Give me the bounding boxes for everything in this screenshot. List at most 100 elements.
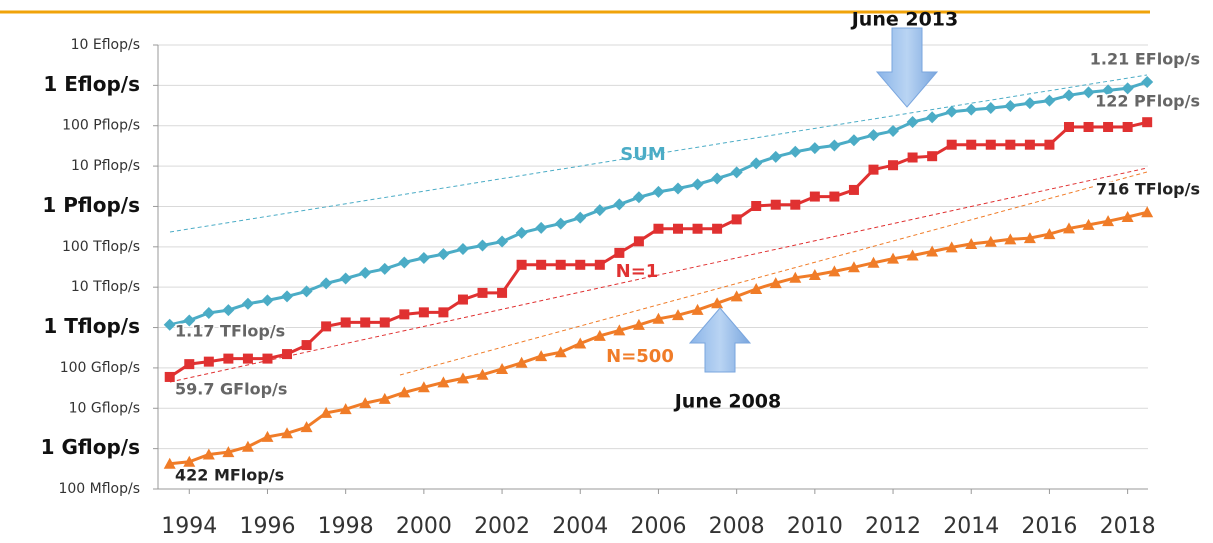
marker: [1083, 121, 1094, 132]
marker: [359, 397, 372, 409]
marker: [867, 256, 880, 268]
marker: [281, 290, 294, 303]
marker: [770, 199, 781, 210]
x-tick-label: 2000: [396, 514, 452, 539]
marker: [1142, 117, 1153, 128]
marker: [477, 287, 488, 298]
marker: [984, 102, 997, 115]
x-tick-label: 1994: [161, 514, 217, 539]
marker: [1141, 206, 1154, 218]
value-label: 716 TFlop/s: [1096, 180, 1200, 199]
marker: [203, 356, 214, 367]
marker: [984, 235, 997, 247]
marker: [867, 129, 880, 142]
marker: [691, 178, 704, 191]
marker: [476, 368, 489, 380]
marker: [281, 427, 294, 439]
marker: [926, 245, 939, 257]
marker: [476, 239, 489, 252]
marker: [1023, 232, 1036, 244]
marker: [789, 271, 802, 283]
marker: [378, 262, 391, 275]
marker: [751, 201, 762, 212]
marker: [1121, 82, 1134, 95]
marker: [496, 362, 509, 374]
marker: [847, 261, 860, 273]
marker: [417, 381, 430, 393]
x-tick-label: 2008: [709, 514, 765, 539]
marker: [750, 283, 763, 295]
marker: [926, 111, 939, 124]
marker: [945, 105, 958, 118]
series-label: SUM: [620, 144, 666, 165]
marker: [496, 235, 509, 248]
grid: 100 Mflop/s 1 Gflop/s 10 Gflop/s 100 Gflop/…: [41, 37, 1156, 539]
marker: [1043, 228, 1056, 240]
marker: [1023, 97, 1036, 110]
marker: [1082, 218, 1095, 230]
marker: [360, 317, 371, 328]
marker: [516, 259, 527, 270]
annotation: June 2013: [850, 9, 959, 31]
marker: [574, 211, 587, 224]
marker: [672, 182, 685, 195]
marker: [437, 376, 450, 388]
marker: [730, 290, 743, 302]
marker: [965, 237, 978, 249]
x-tick-label: 2018: [1100, 514, 1156, 539]
marker: [613, 324, 626, 336]
marker: [946, 139, 957, 150]
marker: [966, 139, 977, 150]
marker: [282, 349, 293, 360]
marker: [555, 259, 566, 270]
y-tick-label: 10 Pflop/s: [71, 158, 140, 174]
x-tick-label: 2012: [865, 514, 921, 539]
y-tick-label: 1 Tflop/s: [43, 314, 140, 338]
y-tick-label: 1 Pflop/s: [42, 193, 140, 217]
marker: [456, 243, 469, 256]
marker: [554, 217, 567, 230]
y-tick-label: 100 Mflop/s: [58, 481, 140, 497]
series-line: [169, 210, 1148, 466]
marker: [632, 191, 645, 204]
x-tick-label: 2006: [630, 514, 686, 539]
y-tick-label: 10 Eflop/s: [71, 37, 140, 53]
marker: [340, 317, 351, 328]
marker: [241, 297, 254, 310]
value-label: 59.7 GFlop/s: [175, 380, 287, 399]
marker: [262, 353, 273, 364]
marker: [300, 421, 313, 433]
y-tick-label: 100 Gflop/s: [60, 360, 140, 376]
marker: [320, 406, 333, 418]
marker: [222, 446, 235, 458]
marker: [692, 223, 703, 234]
marker: [829, 191, 840, 202]
marker: [163, 318, 176, 331]
plot: [163, 76, 1154, 469]
series-label: N=1: [616, 261, 659, 282]
marker: [536, 259, 547, 270]
marker: [399, 309, 410, 320]
marker: [691, 303, 704, 315]
labels: SUM 1.17 TFlop/s 1.21 EFlop/s N=1 59.7 GFlop…: [174, 48, 1202, 486]
marker: [261, 294, 274, 307]
series-label: N=500: [606, 346, 674, 367]
marker: [888, 160, 899, 171]
y-tick-label: 100 Tflop/s: [62, 239, 140, 255]
marker: [339, 272, 352, 285]
marker: [847, 134, 860, 147]
y-tick-label: 1 Eflop/s: [43, 72, 140, 96]
marker: [789, 145, 802, 158]
marker: [554, 346, 567, 358]
marker: [320, 277, 333, 290]
marker: [418, 307, 429, 318]
marker: [1062, 222, 1075, 234]
marker: [1004, 99, 1017, 112]
marker: [672, 309, 685, 321]
marker: [359, 266, 372, 279]
marker: [535, 221, 548, 234]
marker: [300, 285, 313, 298]
marker: [1004, 233, 1017, 245]
marker: [632, 318, 645, 330]
marker: [184, 359, 195, 370]
